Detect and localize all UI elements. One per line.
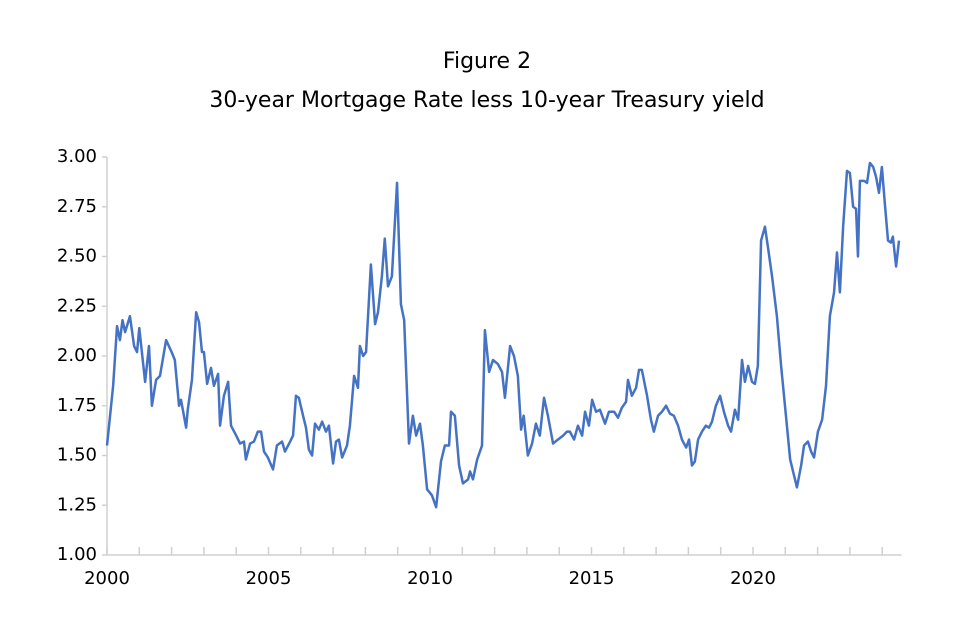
x-tick-label: 2000 (84, 568, 130, 589)
y-tick-label: 1.00 (57, 544, 97, 565)
y-tick-label: 1.50 (57, 445, 97, 466)
x-tick-label: 2015 (569, 568, 615, 589)
x-tick-label: 2005 (246, 568, 292, 589)
y-tick-label: 2.25 (57, 295, 97, 316)
x-tick-label: 2010 (407, 568, 453, 589)
y-tick-label: 2.00 (57, 345, 97, 366)
y-tick-label: 2.50 (57, 246, 97, 267)
chart-title: Figure 2 (443, 49, 531, 74)
data-line (105, 161, 901, 509)
y-tick-label: 1.75 (57, 395, 97, 416)
chart-subtitle: 30-year Mortgage Rate less 10-year Treas… (209, 88, 764, 113)
y-tick-label: 3.00 (57, 146, 97, 167)
x-tick-label: 2020 (730, 568, 776, 589)
y-tick-label: 2.75 (57, 196, 97, 217)
y-tick-label: 1.25 (57, 494, 97, 515)
